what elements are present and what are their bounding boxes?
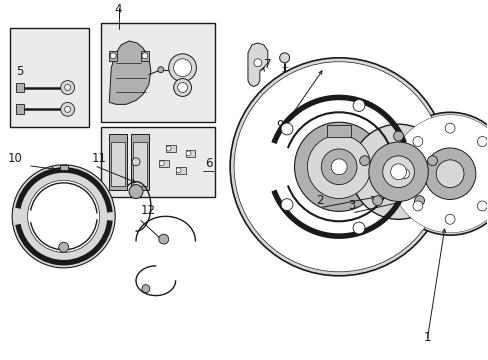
Circle shape (61, 102, 74, 116)
Text: 12: 12 (140, 204, 155, 217)
Circle shape (390, 164, 406, 180)
Polygon shape (247, 43, 267, 86)
Circle shape (253, 59, 261, 67)
Circle shape (352, 222, 364, 234)
Circle shape (388, 112, 488, 235)
Bar (111, 142, 125, 186)
Bar (60, 165, 67, 170)
Circle shape (382, 156, 414, 188)
Text: 1: 1 (423, 331, 430, 344)
Bar (326, 125, 350, 137)
Circle shape (427, 156, 437, 166)
Circle shape (173, 78, 191, 96)
Circle shape (173, 59, 191, 77)
Circle shape (390, 115, 488, 233)
Text: 10: 10 (7, 152, 22, 165)
Circle shape (330, 159, 346, 175)
Circle shape (281, 123, 292, 135)
Circle shape (372, 195, 382, 206)
Circle shape (12, 165, 115, 268)
Bar (101, 23, 215, 122)
Text: 5: 5 (16, 65, 23, 78)
Circle shape (412, 201, 422, 211)
Circle shape (279, 99, 289, 109)
Bar (165, 145, 175, 152)
Text: 2: 2 (316, 194, 323, 207)
Circle shape (399, 169, 408, 179)
Circle shape (176, 168, 181, 173)
Circle shape (129, 185, 142, 198)
Circle shape (158, 67, 163, 73)
Circle shape (393, 117, 488, 230)
Circle shape (350, 124, 445, 219)
Text: 11: 11 (92, 152, 107, 165)
Circle shape (142, 53, 147, 59)
Circle shape (132, 158, 140, 166)
Circle shape (412, 136, 422, 147)
Bar (16, 104, 24, 114)
Circle shape (294, 122, 383, 211)
Text: 9: 9 (275, 119, 283, 132)
Bar (141, 51, 148, 61)
Circle shape (177, 82, 187, 93)
Circle shape (64, 85, 70, 90)
Circle shape (352, 100, 364, 112)
Bar (101, 127, 215, 197)
Circle shape (64, 106, 70, 112)
Circle shape (444, 123, 454, 133)
Circle shape (321, 149, 356, 185)
Circle shape (234, 62, 443, 272)
Bar (185, 150, 195, 157)
Circle shape (238, 66, 439, 268)
Polygon shape (109, 41, 151, 104)
Text: 4: 4 (115, 3, 122, 16)
Circle shape (166, 146, 171, 151)
Bar (131, 134, 148, 190)
Text: 6: 6 (204, 157, 212, 170)
Circle shape (142, 285, 149, 293)
Circle shape (368, 142, 427, 202)
Circle shape (59, 242, 68, 252)
Bar (109, 134, 127, 190)
Circle shape (185, 151, 191, 156)
Circle shape (230, 58, 447, 276)
Circle shape (444, 214, 454, 224)
Circle shape (476, 136, 486, 147)
Text: 3: 3 (348, 199, 355, 212)
Circle shape (359, 156, 369, 166)
Text: 7: 7 (264, 58, 271, 71)
Circle shape (414, 195, 424, 206)
Circle shape (435, 160, 463, 188)
Bar (175, 167, 185, 174)
Text: 8: 8 (292, 90, 300, 103)
Circle shape (279, 53, 289, 63)
Bar (10, 28, 89, 127)
Bar (16, 82, 24, 93)
Circle shape (27, 180, 100, 252)
Circle shape (61, 81, 74, 94)
Bar (109, 51, 117, 61)
Circle shape (476, 201, 486, 211)
Circle shape (307, 135, 370, 198)
Bar (133, 142, 146, 186)
Circle shape (281, 199, 292, 211)
Circle shape (397, 161, 408, 173)
Circle shape (159, 234, 168, 244)
Circle shape (110, 53, 116, 59)
Circle shape (159, 161, 164, 166)
Circle shape (393, 131, 403, 141)
Circle shape (168, 54, 196, 82)
Circle shape (424, 148, 475, 199)
Bar (159, 160, 168, 167)
